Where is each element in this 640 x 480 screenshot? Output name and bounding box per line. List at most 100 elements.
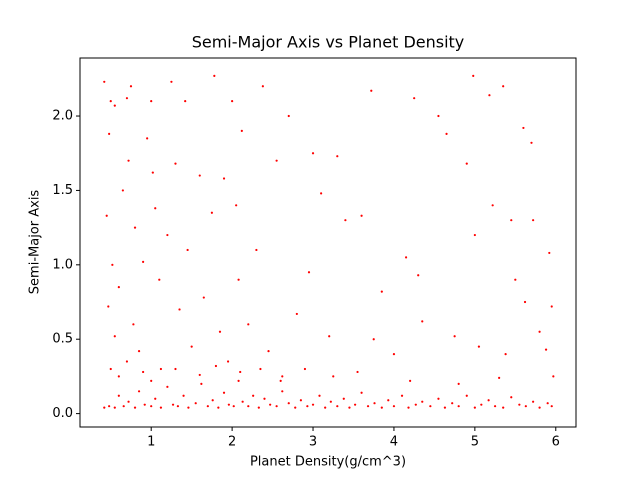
point (159, 406, 163, 409)
point (546, 402, 549, 405)
point (465, 162, 468, 165)
point (457, 382, 460, 385)
point (151, 171, 154, 174)
point (263, 397, 266, 400)
point (413, 97, 416, 100)
point (306, 405, 309, 408)
point (311, 403, 315, 406)
point (184, 100, 187, 103)
y-tick-label: 1.5 (52, 183, 73, 198)
point (217, 406, 220, 409)
point (473, 406, 476, 409)
point (103, 406, 106, 409)
point (488, 94, 491, 97)
point (218, 330, 222, 333)
point (150, 100, 153, 103)
point (373, 402, 376, 405)
x-tick-label: 5 (471, 435, 479, 450)
y-tick-label: 0.5 (52, 332, 73, 347)
point (329, 400, 332, 403)
point (109, 367, 112, 371)
point (132, 323, 135, 326)
point (198, 174, 201, 177)
point (514, 278, 517, 281)
point (211, 399, 214, 402)
point (324, 406, 327, 409)
point (232, 405, 235, 408)
point (202, 296, 205, 299)
point (109, 100, 112, 103)
point (171, 403, 175, 406)
point (142, 370, 145, 374)
point (117, 286, 120, 289)
point (200, 382, 203, 385)
point (407, 406, 410, 409)
point (392, 352, 396, 356)
point (105, 214, 108, 217)
point (356, 370, 359, 374)
point (259, 367, 262, 371)
point (178, 308, 181, 311)
y-tick-label: 0.0 (52, 406, 73, 421)
point (240, 129, 243, 133)
point (287, 114, 290, 118)
point (392, 405, 396, 408)
point (372, 338, 375, 341)
point (404, 256, 408, 259)
point (550, 405, 553, 408)
point (421, 320, 424, 323)
x-tick-label: 4 (390, 435, 398, 450)
point (380, 290, 383, 293)
point (255, 248, 258, 252)
point (222, 177, 226, 180)
point (210, 211, 213, 214)
point (252, 394, 255, 397)
point (117, 394, 120, 397)
point (214, 364, 218, 368)
point (137, 390, 141, 393)
point (150, 379, 153, 382)
point (342, 397, 345, 400)
point (294, 406, 297, 409)
point (281, 375, 284, 378)
point (348, 406, 351, 409)
point (113, 406, 116, 409)
point (198, 373, 201, 377)
point (247, 323, 250, 326)
point (522, 126, 525, 130)
point (328, 335, 331, 338)
point (443, 406, 447, 409)
point (510, 219, 513, 222)
point (451, 402, 454, 405)
point (429, 405, 432, 408)
point (445, 132, 448, 135)
point (332, 375, 335, 378)
point (530, 141, 533, 144)
point (498, 376, 501, 379)
point (127, 159, 130, 162)
point (111, 263, 114, 266)
point (103, 80, 106, 83)
point (414, 403, 417, 406)
point (279, 379, 282, 382)
x-tick-label: 1 (147, 435, 155, 450)
point (538, 406, 541, 409)
point (113, 335, 116, 338)
point (502, 85, 505, 88)
point (174, 367, 177, 371)
y-tick-label: 1.0 (52, 257, 73, 272)
point (226, 360, 230, 363)
y-tick-label: 2.0 (52, 109, 73, 124)
point (303, 367, 307, 371)
point (150, 405, 153, 408)
point (437, 114, 440, 118)
point (421, 400, 424, 403)
point (194, 402, 197, 405)
point (487, 399, 490, 402)
point (170, 80, 173, 83)
y-axis-label: Semi-Major Axis (28, 190, 43, 295)
point (269, 403, 272, 406)
point (380, 406, 383, 409)
point (146, 137, 149, 140)
